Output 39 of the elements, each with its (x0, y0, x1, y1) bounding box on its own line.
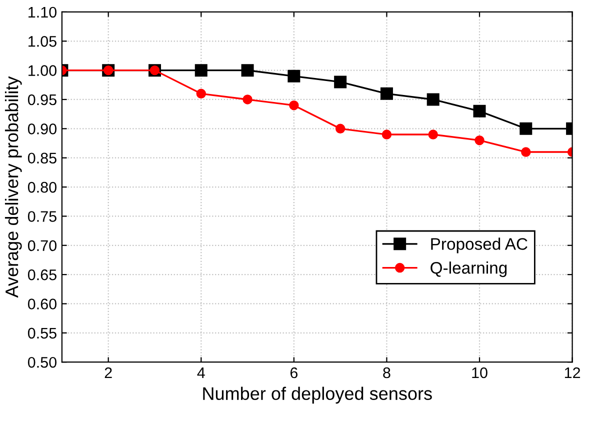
y-tick-label: 0.70 (28, 240, 56, 252)
y-tick-label: 0.80 (28, 182, 56, 193)
point (380, 87, 393, 100)
y-tick-label: 0.65 (28, 269, 56, 280)
point (334, 76, 347, 88)
point (521, 147, 531, 157)
point (289, 100, 299, 110)
legend-label: Q-learning (430, 262, 507, 278)
x-tick-label: 4 (197, 368, 205, 378)
point (474, 135, 484, 146)
point (382, 130, 392, 140)
y-tick-label: 0.60 (28, 298, 56, 310)
y-tick-label: 1.00 (28, 65, 56, 76)
point (241, 64, 254, 77)
point (288, 70, 300, 82)
y-tick-label: 0.75 (28, 211, 56, 222)
x-axis-title: Number of deployed sensors (203, 386, 432, 404)
x-tick-label: 12 (564, 367, 580, 378)
y-tick-label: 1.10 (28, 6, 56, 18)
y-tick-label: 0.90 (28, 124, 56, 134)
point (428, 130, 438, 140)
y-tick-label: 1.05 (28, 36, 56, 47)
point (520, 122, 532, 135)
x-tick-label: 2 (104, 367, 112, 378)
point (473, 104, 486, 118)
legend-label: Proposed AC (431, 238, 528, 254)
x-tick-label: 8 (383, 367, 390, 378)
y-tick-label: 0.55 (28, 328, 56, 339)
point (196, 88, 206, 99)
point (242, 94, 252, 104)
x-tick-label: 10 (472, 367, 488, 378)
y-tick-label: 0.95 (28, 94, 56, 106)
point (335, 124, 346, 134)
y-axis-title: Average delivery probability (4, 76, 22, 298)
y-tick-label: 0.50 (28, 356, 56, 368)
x-tick-label: 6 (290, 367, 298, 378)
point (194, 64, 208, 77)
point (426, 93, 440, 106)
y-tick-label: 0.85 (28, 152, 56, 164)
